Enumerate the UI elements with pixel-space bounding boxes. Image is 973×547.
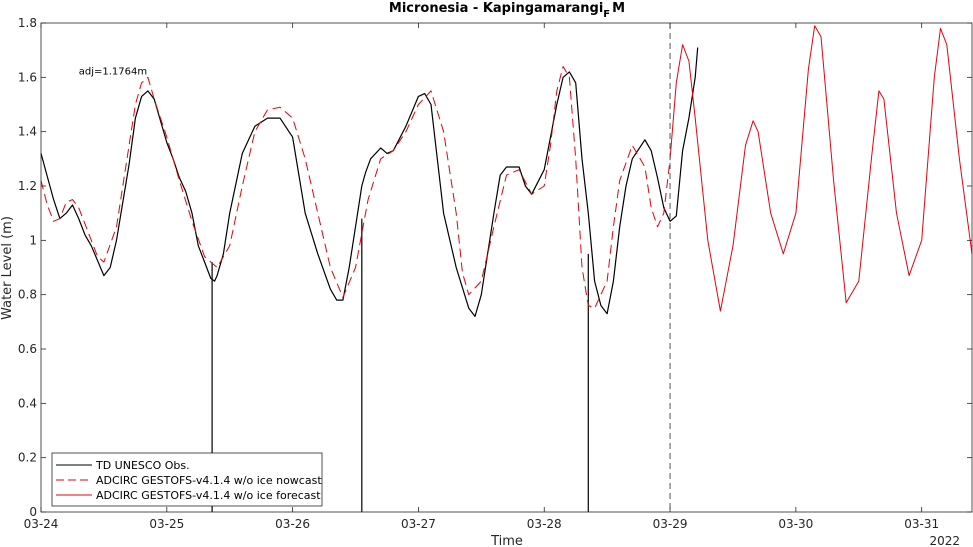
- legend: TD UNESCO Obs. ADCIRC GESTOFS-v4.1.4 w/o…: [51, 452, 323, 507]
- y-tick-label: 1.8: [18, 16, 37, 30]
- x-tick-label: 03-24: [24, 517, 59, 531]
- chart-title: Micronesia - KapingamarangiF M: [389, 1, 625, 20]
- chart-title-tail: M: [612, 1, 625, 16]
- year-label: 2022: [929, 534, 960, 547]
- x-tick-label: 03-29: [653, 517, 688, 531]
- y-tick-label: 0.4: [18, 396, 37, 410]
- x-tick-label: 03-31: [904, 517, 939, 531]
- legend-label-forecast: ADCIRC GESTOFS-v4.1.4 w/o ice forecast: [96, 489, 321, 502]
- x-tick-label: 03-30: [778, 517, 813, 531]
- x-tick-label: 03-28: [527, 517, 562, 531]
- series-layer: [40, 25, 973, 512]
- y-tick-label: 1.4: [18, 125, 37, 139]
- y-tick-label: 0: [29, 505, 37, 519]
- x-tick-label: 03-27: [401, 517, 436, 531]
- y-tick-label: 0.6: [18, 342, 37, 356]
- plot-area: [41, 23, 972, 512]
- series-line-0: [40, 47, 699, 317]
- legend-label-obs: TD UNESCO Obs.: [95, 459, 190, 472]
- y-tick-label: 0.2: [18, 451, 37, 465]
- y-tick-label: 1.6: [18, 70, 37, 84]
- y-tick-label: 1.2: [18, 179, 37, 193]
- x-axis-label: Time: [490, 534, 523, 547]
- y-tick-label: 0.8: [18, 288, 37, 302]
- y-axis-label: Water Level (m): [0, 216, 15, 320]
- x-tick-label: 03-26: [275, 517, 310, 531]
- axes-layer: 03-24 03-25 03-26 03-27 03-28 03-29 03-30 03-31…: [18, 16, 973, 531]
- x-tick-label: 03-25: [149, 517, 184, 531]
- series-line-2: [669, 25, 973, 312]
- series-line-1: [40, 66, 671, 309]
- adjustment-annotation: adj=1.1764m: [79, 67, 147, 78]
- legend-box: [51, 452, 323, 507]
- y-tick-label: 1: [29, 233, 37, 247]
- chart-title-subscript: F: [603, 9, 610, 20]
- axes-frame: [40, 22, 973, 513]
- legend-label-nowcast: ADCIRC GESTOFS-v4.1.4 w/o ice nowcast: [96, 474, 322, 487]
